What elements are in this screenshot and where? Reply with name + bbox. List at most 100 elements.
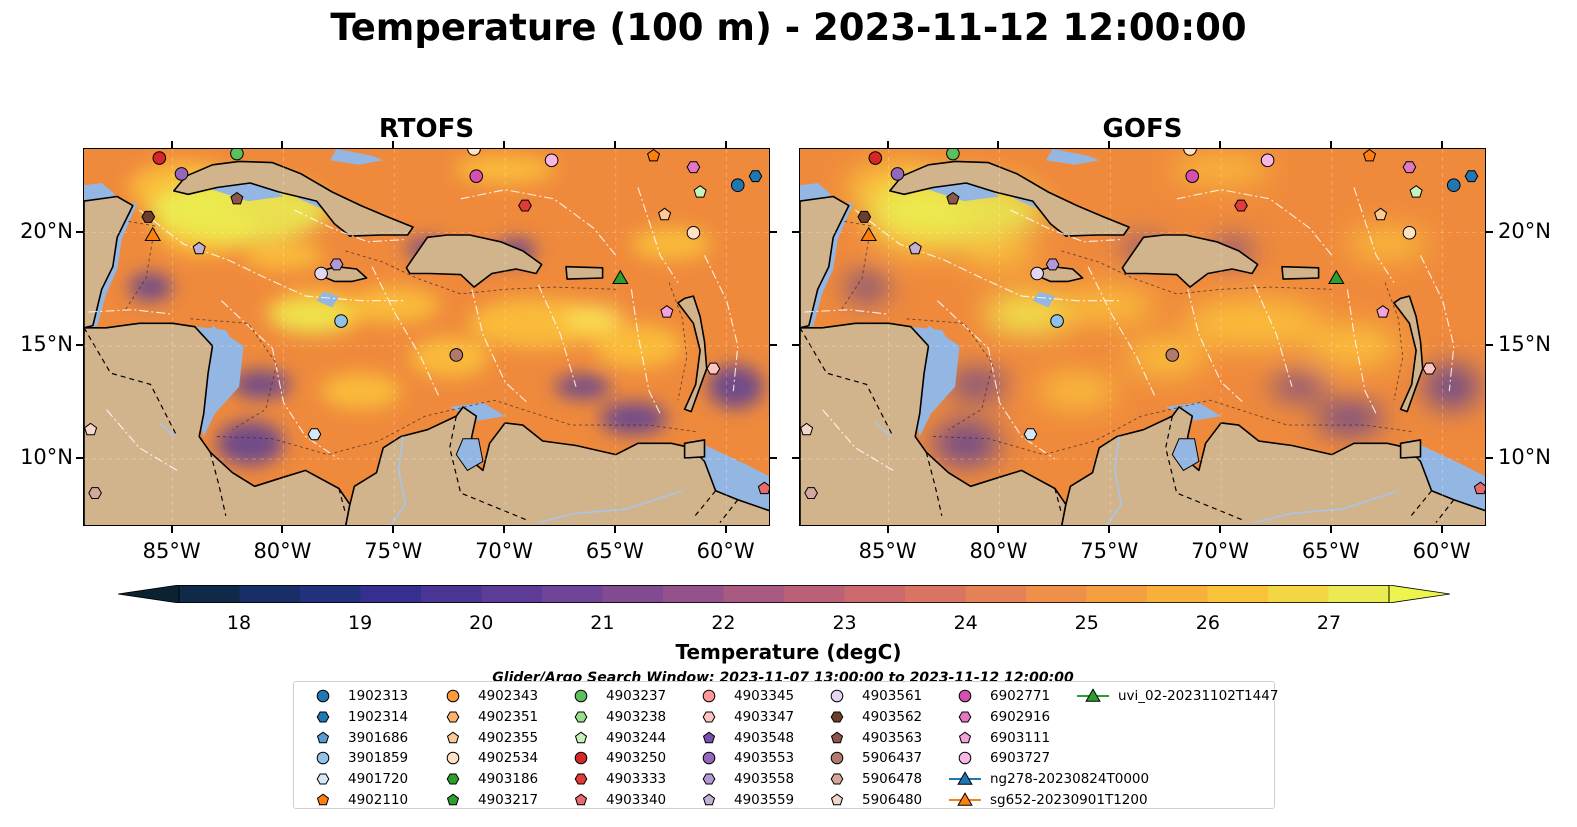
float-marker-4903347[interactable] — [1422, 362, 1437, 375]
lon-tick-label: 75°W — [1080, 539, 1139, 563]
float-marker-4902110[interactable] — [1363, 149, 1377, 162]
legend-label: 4903558 — [734, 771, 795, 788]
float-marker-4903340[interactable] — [757, 481, 770, 495]
colorbar-tick-label: 19 — [348, 612, 373, 634]
legend-label: ng278-20230824T0000 — [990, 771, 1150, 788]
float-marker-4903559[interactable] — [908, 241, 922, 255]
float-marker-6902771[interactable] — [1185, 169, 1200, 183]
colorbar-tick-label: 24 — [953, 612, 978, 634]
float-marker-4903563[interactable] — [230, 191, 244, 205]
lat-tick-label-right: 20°N — [1498, 218, 1551, 243]
float-marker-4903563[interactable] — [946, 191, 960, 205]
lat-tick-mark-right — [1486, 230, 1493, 233]
legend-item: sg652-20230901T1200 — [948, 790, 1148, 810]
float-marker-4902534[interactable] — [1183, 149, 1197, 156]
legend-label: 4903345 — [734, 688, 795, 704]
lon-tick-mark-top — [724, 141, 727, 148]
legend-item: 4903559 — [692, 790, 794, 810]
float-marker-4902355[interactable] — [658, 207, 672, 221]
float-marker-uvi_02-20231102T1447[interactable] — [1328, 269, 1345, 284]
float-marker-5906478[interactable] — [88, 487, 102, 499]
lat-tick-label-right: 10°N — [1498, 445, 1551, 470]
map-panel-rtofs[interactable] — [83, 148, 770, 526]
float-marker-4903250[interactable] — [868, 151, 883, 165]
float-marker-3901859[interactable] — [1050, 314, 1064, 328]
float-marker-4903553[interactable] — [174, 167, 189, 181]
legend-marker-icon — [702, 752, 716, 765]
legend-label: 4902343 — [478, 688, 539, 704]
float-marker-4902534[interactable] — [1402, 225, 1417, 240]
legend-marker-icon — [446, 689, 460, 703]
legend-item: 6903111 — [948, 728, 1050, 748]
float-marker-4903333[interactable] — [518, 199, 532, 212]
legend-item: 6902916 — [948, 707, 1050, 727]
legend-marker-icon — [446, 793, 460, 806]
float-marker-1902314[interactable] — [1464, 170, 1479, 183]
float-marker-4903237[interactable] — [946, 149, 960, 161]
float-marker-4903244[interactable] — [1409, 185, 1423, 198]
float-marker-5906437[interactable] — [1165, 348, 1180, 362]
float-marker-4903562[interactable] — [141, 210, 156, 223]
float-marker-sg652-20230901T1200[interactable] — [860, 226, 877, 241]
float-marker-4903244[interactable] — [693, 185, 707, 198]
float-marker-4902355[interactable] — [1374, 207, 1388, 221]
float-marker-4903558[interactable] — [329, 258, 344, 271]
legend-label: 4903186 — [478, 771, 539, 788]
lon-tick-mark — [392, 526, 395, 533]
float-marker-6902771[interactable] — [469, 169, 484, 183]
map-panel-gofs[interactable] — [799, 148, 1486, 526]
float-marker-6902916[interactable] — [686, 161, 701, 174]
float-marker-uvi_02-20231102T1447[interactable] — [612, 269, 629, 284]
float-marker-6903111[interactable] — [660, 305, 674, 318]
float-marker-4903237[interactable] — [230, 149, 244, 161]
float-marker-5906480[interactable] — [800, 422, 814, 436]
float-marker-3901859[interactable] — [334, 314, 348, 328]
float-marker-1902313[interactable] — [730, 178, 745, 193]
lon-tick-label: 85°W — [142, 539, 201, 563]
float-marker-4903347[interactable] — [706, 362, 721, 375]
float-marker-6902916[interactable] — [1402, 161, 1417, 174]
float-marker-6903111[interactable] — [1376, 305, 1390, 318]
float-marker-4902110[interactable] — [647, 149, 661, 162]
legend-item: ng278-20230824T0000 — [948, 769, 1149, 789]
legend-marker-icon — [702, 711, 716, 723]
legend-marker-icon — [949, 792, 981, 806]
graticule — [800, 149, 1485, 525]
float-marker-6903727[interactable] — [544, 153, 559, 168]
lon-tick-mark-top — [1440, 141, 1443, 148]
float-marker-1902314[interactable] — [748, 170, 763, 183]
float-markers — [84, 149, 770, 499]
legend-marker-icon — [702, 793, 716, 806]
float-marker-4903558[interactable] — [1045, 258, 1060, 271]
legend-marker-icon — [574, 689, 588, 703]
float-marker-4901720[interactable] — [1023, 428, 1038, 441]
lon-tick-mark-top — [392, 141, 395, 148]
float-marker-4901720[interactable] — [307, 428, 322, 441]
lon-tick-label: 70°W — [475, 539, 534, 563]
float-marker-5906437[interactable] — [449, 348, 464, 362]
float-marker-1902313[interactable] — [1446, 178, 1461, 193]
float-marker-6903727[interactable] — [1260, 153, 1275, 168]
float-marker-5906478[interactable] — [804, 487, 818, 499]
float-marker-4903553[interactable] — [890, 167, 905, 181]
float-marker-4902534[interactable] — [686, 225, 701, 240]
float-marker-4903561[interactable] — [314, 266, 328, 281]
float-marker-4903559[interactable] — [192, 241, 206, 255]
map-canvas — [84, 149, 770, 525]
legend-item: 4903562 — [820, 707, 922, 727]
float-marker-5906480[interactable] — [84, 422, 98, 436]
float-marker-4903561[interactable] — [1030, 266, 1044, 281]
legend-label: 4903548 — [734, 729, 795, 746]
legend-marker-icon — [574, 711, 588, 723]
float-marker-4903562[interactable] — [857, 210, 872, 223]
colorbar-tick-label: 18 — [226, 612, 252, 634]
float-marker-4903340[interactable] — [1473, 481, 1486, 495]
float-marker-4902534[interactable] — [467, 149, 481, 156]
legend-marker-icon — [574, 731, 588, 743]
float-marker-4903333[interactable] — [1234, 199, 1248, 212]
colorbar-tick-label: 27 — [1316, 612, 1342, 634]
float-marker-sg652-20230901T1200[interactable] — [144, 226, 161, 241]
float-marker-4903250[interactable] — [152, 151, 167, 165]
legend-item: 4903561 — [820, 686, 922, 706]
legend-item: 4903217 — [436, 790, 538, 810]
